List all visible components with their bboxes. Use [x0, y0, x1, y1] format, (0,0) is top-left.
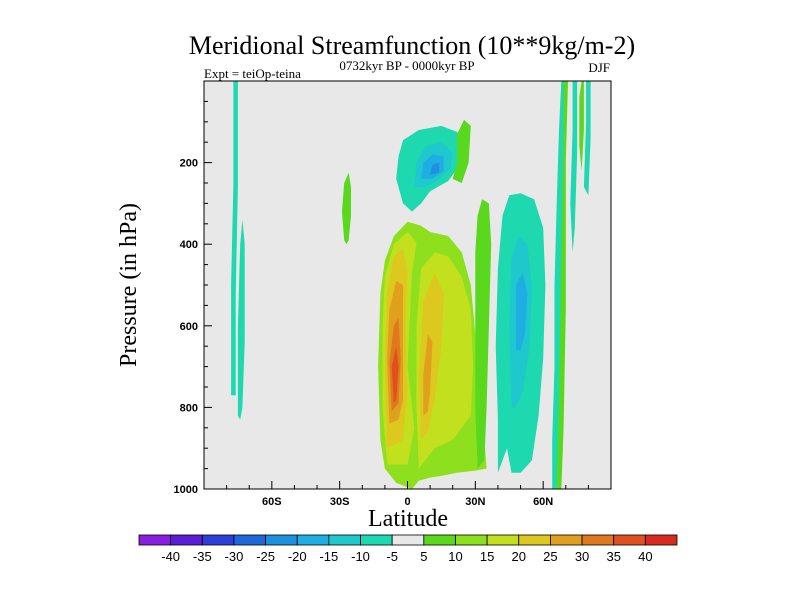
contour-fills — [231, 81, 591, 489]
x-tick-label: 30N — [465, 496, 485, 508]
season-label: DJF — [588, 60, 610, 75]
colorbar-label: 30 — [575, 549, 589, 564]
colorbar-swatch — [391, 534, 425, 546]
y-tick-label: 1000 — [174, 484, 198, 496]
x-tick-label: 30S — [330, 496, 350, 508]
colorbar-swatch — [423, 534, 456, 546]
x-tick-label: 60N — [533, 496, 553, 508]
colorbar-label: -30 — [225, 549, 244, 564]
contour-region-nh-ferrel-neg-15 — [516, 272, 528, 351]
colorbar-swatch — [550, 534, 583, 546]
colorbar-label: 20 — [512, 549, 526, 564]
contour-region-sh-neg-strip-upper — [231, 81, 238, 396]
contour-region-trop-pos-5 — [475, 199, 492, 469]
colorbar-swatch — [328, 534, 361, 546]
colorbar-label: 15 — [480, 549, 494, 564]
y-tick-label: 800 — [180, 402, 198, 414]
colorbar: -40 -35 -30 -25 -20 -15 -10 -5 5 10 15 20 25 30 35 40 — [138, 534, 678, 564]
axis-ticks: 60S 30S 0 30N 60N 200 400 600 800 1000 — [174, 100, 589, 508]
colorbar-swatch — [170, 534, 203, 546]
y-axis-title: Pressure (in hPa) — [116, 203, 142, 367]
contour-region-core-25b — [423, 334, 433, 416]
x-tick-label: 0 — [404, 496, 410, 508]
colorbar-label: -40 — [161, 549, 180, 564]
contour-region-polar-neg-far2 — [583, 81, 591, 196]
colorbar-swatch — [265, 534, 298, 546]
colorbar-swatch — [518, 534, 551, 546]
time-range-label: 0732kyr BP - 0000kyr BP — [339, 58, 474, 73]
colorbar-swatch — [296, 534, 330, 546]
colorbar-label: -10 — [351, 549, 370, 564]
colorbar-label: 35 — [606, 549, 620, 564]
colorbar-label: -25 — [256, 549, 275, 564]
x-tick-label: 60S — [262, 496, 282, 508]
colorbar-swatch — [138, 534, 172, 546]
contour-region-upper-pos-sliver — [452, 119, 471, 183]
contour-region-sh-pos-blob — [341, 172, 351, 245]
colorbar-label: -5 — [386, 549, 398, 564]
colorbar-swatch — [455, 534, 488, 546]
contour-region-polar-pos-far — [579, 81, 584, 171]
colorbar-swatch — [486, 534, 520, 546]
experiment-label: Expt = teiOp-teina — [204, 66, 301, 81]
contour-region-polar-neg-strip — [552, 81, 566, 489]
y-tick-label: 600 — [180, 321, 198, 333]
contour-region-core-35 — [391, 346, 399, 404]
colorbar-label: -15 — [319, 549, 338, 564]
chart-title: Meridional Streamfunction (10**9kg/m-2) — [189, 31, 635, 60]
colorbar-label: 10 — [448, 549, 462, 564]
y-tick-label: 400 — [180, 239, 198, 251]
colorbar-swatch — [201, 534, 235, 546]
colorbar-swatch — [613, 534, 646, 546]
colorbar-label: -35 — [193, 549, 212, 564]
colorbar-label: 25 — [543, 549, 557, 564]
contour-region-upper-neg-20 — [430, 162, 440, 175]
colorbar-label: 40 — [638, 549, 652, 564]
colorbar-swatch — [581, 534, 615, 546]
x-axis-title: Latitude — [368, 506, 448, 532]
y-tick-label: 200 — [180, 158, 198, 170]
contour-region-polar-pos-strip — [556, 81, 568, 489]
contour-region-sh-neg-strip-lower — [237, 219, 245, 420]
colorbar-label: 5 — [420, 549, 427, 564]
colorbar-label: -20 — [288, 549, 307, 564]
colorbar-swatch — [360, 534, 393, 546]
colorbar-swatch — [233, 534, 266, 546]
colorbar-swatch — [644, 534, 678, 546]
contour-region-polar-neg-far — [570, 81, 578, 253]
